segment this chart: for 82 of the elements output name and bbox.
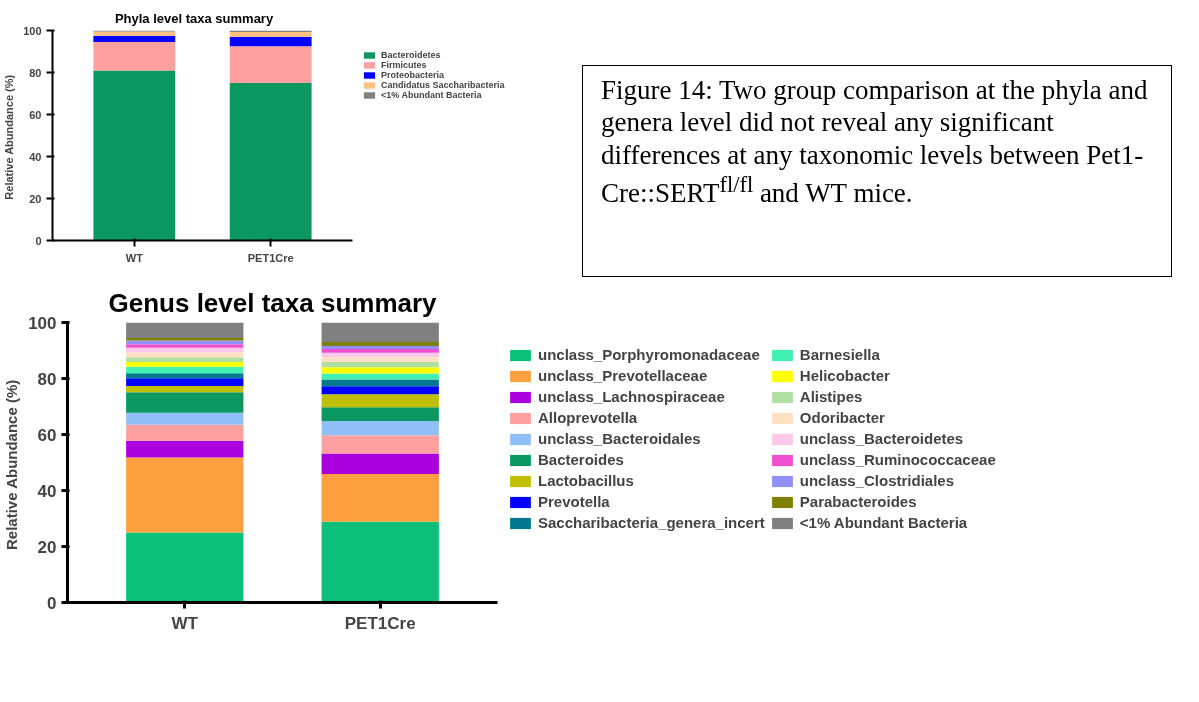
y-tick-label: 80 (37, 369, 57, 389)
bar (126, 532, 244, 603)
bar (126, 424, 244, 441)
chart-title: Phyla level taxa summary (114, 10, 274, 26)
legend-label: Parabacteroides (799, 493, 917, 510)
legend-label: Saccharibacteria_genera_incert (538, 514, 765, 531)
bar (229, 36, 312, 47)
bar (321, 435, 439, 454)
y-tick-label: 0 (47, 593, 57, 613)
legend-label: <1% Abundant Bacteria (799, 514, 968, 531)
bar (126, 457, 244, 533)
bar (321, 521, 439, 603)
bar (126, 344, 244, 348)
legend-label: Helicobacter (799, 367, 890, 384)
y-tick-label: 40 (37, 481, 57, 501)
y-axis-title: Relative Abundance (%) (3, 379, 21, 551)
y-tick-label: 20 (37, 537, 57, 557)
legend-label: Barnesiella (799, 346, 880, 363)
bar (229, 83, 312, 241)
bar (93, 42, 176, 71)
legend-label: unclass_Bacteroidales (538, 430, 701, 447)
bar (321, 407, 439, 422)
legend-label: unclass_Porphyromonadaceae (538, 346, 760, 363)
bar (321, 361, 439, 368)
bar (93, 70, 176, 241)
bar (321, 367, 439, 374)
bar (126, 357, 244, 362)
x-tick-label: PET1Cre (247, 251, 294, 264)
y-tick-label: 20 (29, 192, 42, 205)
x-tick-label: WT (171, 613, 199, 633)
legend-label: Firmicutes (381, 60, 427, 70)
legend-label: Odoribacter (799, 409, 885, 426)
bar (93, 31, 176, 36)
y-tick-label: 100 (28, 313, 57, 333)
bar (321, 322, 439, 343)
bar (126, 440, 244, 458)
legend-label: Alloprevotella (538, 409, 638, 426)
bar (126, 392, 244, 413)
legend-label: Proteobacteria (381, 70, 445, 80)
bar (93, 35, 176, 43)
legend-label: Candidatus Saccharibacteria (381, 80, 505, 90)
bar (321, 386, 439, 395)
caption: Figure 14: Two group comparison at the phyla and genera level did not reveal any significant differences at any taxonomic levels between Pet1-Cre::SERT$^{fl/fl}$ and WT mice. (601, 74, 1149, 210)
y-tick-label: 40 (29, 150, 42, 163)
legend-label: Bacteroidetes (381, 50, 441, 60)
bar (126, 361, 244, 367)
legend-label: Alistipes (799, 388, 863, 405)
legend-label: unclass_Bacteroidetes (799, 430, 964, 447)
bar (126, 340, 244, 345)
legend-label: unclass_Clostridiales (799, 472, 955, 489)
bar (321, 421, 439, 436)
bar (126, 366, 244, 374)
y-tick-label: 0 (35, 234, 42, 247)
bar (126, 378, 244, 387)
y-axis-title: Relative Abundance (%) (3, 74, 16, 200)
bar (321, 394, 439, 408)
bar (126, 373, 244, 379)
bar (126, 386, 244, 393)
bar (126, 412, 244, 425)
x-tick-label: WT (125, 251, 144, 264)
bar (321, 373, 439, 380)
x-tick-label: PET1Cre (344, 613, 416, 633)
legend-label: unclass_Ruminococcaceae (799, 451, 996, 468)
bar (229, 31, 312, 37)
legend-label: Prevotella (538, 493, 610, 510)
bar (126, 322, 244, 338)
bar (321, 453, 439, 474)
y-tick-label: 60 (37, 425, 57, 445)
legend-label: unclass_Prevotellaceae (538, 367, 708, 384)
y-tick-label: 80 (29, 66, 42, 79)
legend-label: unclass_Lachnospiraceae (538, 388, 725, 405)
bar (321, 357, 439, 362)
y-tick-label: 60 (29, 108, 42, 121)
bar (126, 352, 244, 358)
legend-label: <1% Abundant Bacteria (381, 90, 482, 100)
legend-label: Lactobacillus (538, 472, 634, 489)
chart-title: Genus level taxa summary (108, 287, 438, 318)
y-tick-label: 100 (23, 24, 42, 37)
legend-label: Bacteroides (538, 451, 624, 468)
bar (229, 46, 312, 83)
bar (321, 342, 439, 347)
bar (321, 473, 439, 522)
